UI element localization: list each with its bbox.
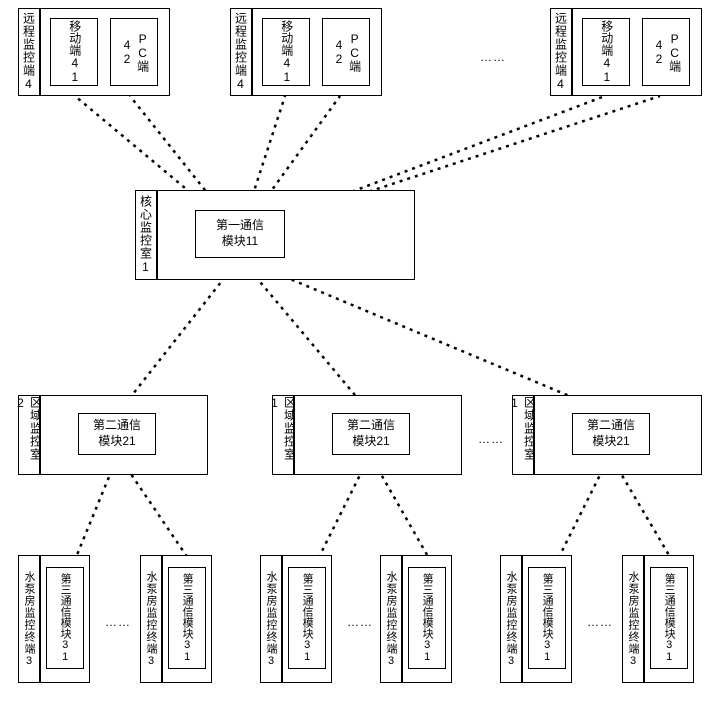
region-module: 第二通信模块21 xyxy=(572,413,650,455)
region-module-l2: 模块21 xyxy=(352,434,389,450)
remote-pc: PC端42 xyxy=(642,18,690,86)
core-label: 核心监控室1 xyxy=(135,190,157,280)
pump-label: 水泵房监控终端3 xyxy=(622,555,644,683)
region-module-l2: 模块21 xyxy=(592,434,629,450)
remote-mobile: 移动端41 xyxy=(50,18,98,86)
pump-module: 第三通信模块31 xyxy=(288,567,326,669)
pump-module: 第三通信模块31 xyxy=(168,567,206,669)
region-label: 区域监控室1 xyxy=(272,395,294,475)
ellipsis: …… xyxy=(478,432,504,446)
remote-mobile: 移动端41 xyxy=(582,18,630,86)
remote-label: 远程监控端4 xyxy=(550,8,572,96)
remote-mobile: 移动端41 xyxy=(262,18,310,86)
remote-label: 远程监控端4 xyxy=(18,8,40,96)
remote-label: 远程监控端4 xyxy=(230,8,252,96)
remote-pc: PC端42 xyxy=(110,18,158,86)
connection-lines xyxy=(0,0,720,705)
core-module-l1: 第一通信 xyxy=(216,218,264,234)
region-module-l1: 第二通信 xyxy=(587,418,635,434)
ellipsis: …… xyxy=(587,615,613,629)
pump-label: 水泵房监控终端3 xyxy=(500,555,522,683)
region-module: 第二通信模块21 xyxy=(78,413,156,455)
pump-module: 第三通信模块31 xyxy=(528,567,566,669)
remote-pc: PC端42 xyxy=(322,18,370,86)
pump-label: 水泵房监控终端3 xyxy=(260,555,282,683)
region-label: 区域监控室2 xyxy=(18,395,40,475)
pump-module: 第三通信模块31 xyxy=(650,567,688,669)
region-module-l1: 第二通信 xyxy=(347,418,395,434)
ellipsis: …… xyxy=(347,615,373,629)
pump-label: 水泵房监控终端3 xyxy=(18,555,40,683)
region-module-l2: 模块21 xyxy=(98,434,135,450)
pump-module: 第三通信模块31 xyxy=(408,567,446,669)
pump-label: 水泵房监控终端3 xyxy=(380,555,402,683)
ellipsis: …… xyxy=(480,50,506,64)
core-module-l2: 模块11 xyxy=(222,234,258,250)
region-module: 第二通信模块21 xyxy=(332,413,410,455)
pump-label: 水泵房监控终端3 xyxy=(140,555,162,683)
region-label: 区域监控室1 xyxy=(512,395,534,475)
pump-module: 第三通信模块31 xyxy=(46,567,84,669)
core-module: 第一通信模块11 xyxy=(195,210,285,258)
region-module-l1: 第二通信 xyxy=(93,418,141,434)
ellipsis: …… xyxy=(105,615,131,629)
